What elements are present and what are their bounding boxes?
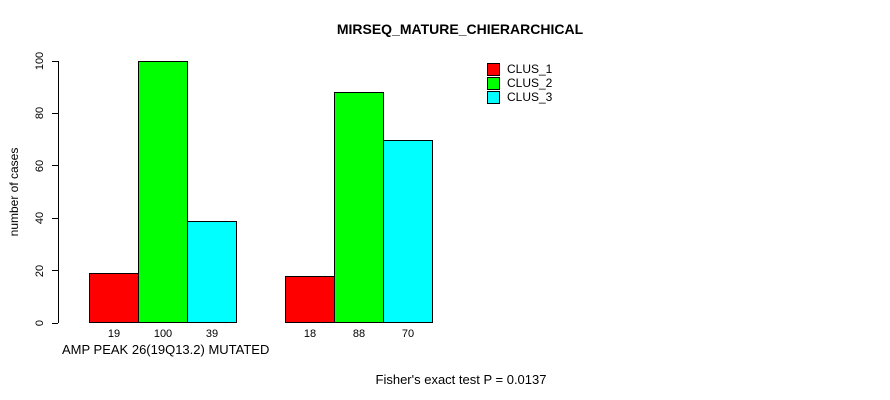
y-axis-tick <box>52 270 58 272</box>
bar-value-label: 39 <box>205 328 219 340</box>
bar-clus_2-group-1 <box>138 61 188 323</box>
x-axis-label: AMP PEAK 26(19Q13.2) MUTATED <box>62 342 270 357</box>
legend-label: CLUS_1 <box>507 62 553 76</box>
legend-label: CLUS_2 <box>507 76 553 90</box>
y-axis-tick-label: 60 <box>34 159 46 172</box>
bar-clus_3-group-2 <box>383 139 433 323</box>
y-axis-tick-label: 40 <box>34 212 46 225</box>
y-axis-tick-label: 0 <box>34 319 46 327</box>
bar-clus_1-group-1 <box>89 273 139 323</box>
bar-clus_2-group-2 <box>334 92 384 323</box>
y-axis-tick-label: 100 <box>34 51 46 71</box>
bar-value-label: 18 <box>303 328 317 340</box>
bar-value-label: 100 <box>153 328 173 340</box>
y-axis-tick <box>52 112 58 114</box>
legend-row-clus_3: CLUS_3 <box>487 90 552 104</box>
legend-swatch-clus_3 <box>487 90 500 104</box>
y-axis-tick-label: 20 <box>34 264 46 277</box>
bar-value-label: 19 <box>107 328 121 340</box>
legend: CLUS_1 CLUS_2 CLUS_3 <box>487 62 552 104</box>
legend-row-clus_2: CLUS_2 <box>487 76 552 90</box>
legend-row-clus_1: CLUS_1 <box>487 62 552 76</box>
legend-label: CLUS_3 <box>507 90 553 104</box>
legend-swatch-clus_1 <box>487 62 500 76</box>
y-axis-line <box>58 61 59 323</box>
annotation-text: Fisher's exact test P = 0.0137 <box>375 372 547 387</box>
bar-clus_1-group-2 <box>285 275 335 323</box>
bar-value-label: 70 <box>401 328 415 340</box>
chart-title: MIRSEQ_MATURE_CHIERARCHICAL <box>336 21 584 37</box>
y-axis-tick <box>52 60 58 62</box>
legend-swatch-clus_2 <box>487 76 500 90</box>
bar-value-label: 88 <box>352 328 366 340</box>
y-axis-tick <box>52 217 58 219</box>
y-axis-tick-label: 80 <box>34 107 46 120</box>
y-axis-tick <box>52 165 58 167</box>
y-axis-tick <box>52 322 58 324</box>
bar-clus_3-group-1 <box>187 220 237 323</box>
